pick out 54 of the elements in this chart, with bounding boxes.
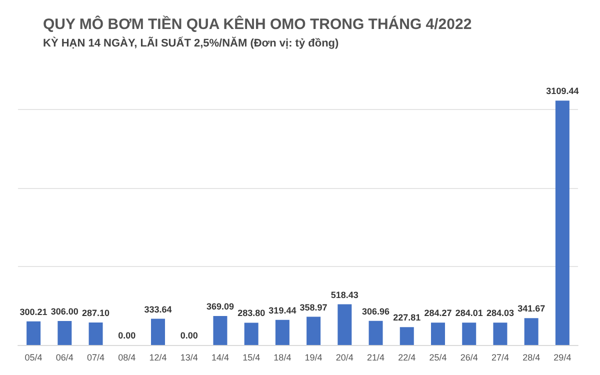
data-label: 287.10 <box>82 308 110 318</box>
data-label: 284.01 <box>455 308 483 318</box>
x-tick-label: 18/4 <box>274 352 292 362</box>
data-label: 300.21 <box>20 306 48 317</box>
x-tick-label: 22/4 <box>398 352 416 362</box>
bar <box>462 322 476 345</box>
data-label: 341.67 <box>518 304 546 314</box>
data-label: 358.97 <box>300 302 328 312</box>
x-tick-label: 20/4 <box>336 352 354 362</box>
bar <box>493 322 508 345</box>
x-tick-label: 12/4 <box>149 352 167 362</box>
data-label: 284.03 <box>486 308 514 318</box>
x-tick-label: 06/4 <box>56 352 74 362</box>
x-tick-label: 14/4 <box>211 352 229 362</box>
bar <box>88 322 103 345</box>
data-label: 227.81 <box>393 312 421 323</box>
bar <box>306 316 321 345</box>
bar <box>400 327 414 345</box>
bar <box>368 320 383 345</box>
x-tick-label: 25/4 <box>429 352 447 362</box>
bar <box>338 304 352 345</box>
chart-title: QUY MÔ BƠM TIỀN QUA KÊNH OMO TRONG THÁNG 4/2022 <box>43 15 472 33</box>
bar <box>26 321 41 345</box>
x-tick-label: 26/4 <box>460 352 478 362</box>
data-label: 0.00 <box>118 330 136 340</box>
data-label: 283.80 <box>238 308 266 318</box>
x-tick-label: 07/4 <box>87 352 105 362</box>
data-label: 284.27 <box>424 308 452 318</box>
x-tick-label: 27/4 <box>491 352 509 362</box>
bar <box>275 320 290 345</box>
bar <box>58 320 72 345</box>
data-label: 333.64 <box>144 304 172 314</box>
data-label: 319.44 <box>268 305 296 316</box>
bar <box>555 100 570 345</box>
bar <box>431 322 445 345</box>
x-tick-label: 21/4 <box>367 352 385 362</box>
x-tick-label: 08/4 <box>118 352 136 362</box>
data-label: 306.00 <box>50 306 78 316</box>
x-tick-label: 13/4 <box>180 352 198 362</box>
bar <box>151 318 165 345</box>
x-tick-label: 28/4 <box>522 352 540 362</box>
x-tick-label: 15/4 <box>242 352 260 362</box>
x-tick-label: 29/4 <box>554 352 572 362</box>
bar <box>213 316 228 345</box>
bar <box>244 322 258 345</box>
data-label: 0.00 <box>180 330 198 340</box>
bar <box>524 318 538 345</box>
data-label: 3109.44 <box>546 86 579 96</box>
data-label: 369.09 <box>206 302 234 312</box>
chart-subtitle: KỲ HẠN 14 NGÀY, LÃI SUẤT 2,5%/NĂM (Đơn vị: tỷ đồng) <box>43 36 340 50</box>
x-tick-label: 05/4 <box>24 352 42 362</box>
x-tick-label: 19/4 <box>304 352 322 362</box>
data-label: 306.96 <box>362 306 390 316</box>
data-label: 518.43 <box>330 290 358 300</box>
